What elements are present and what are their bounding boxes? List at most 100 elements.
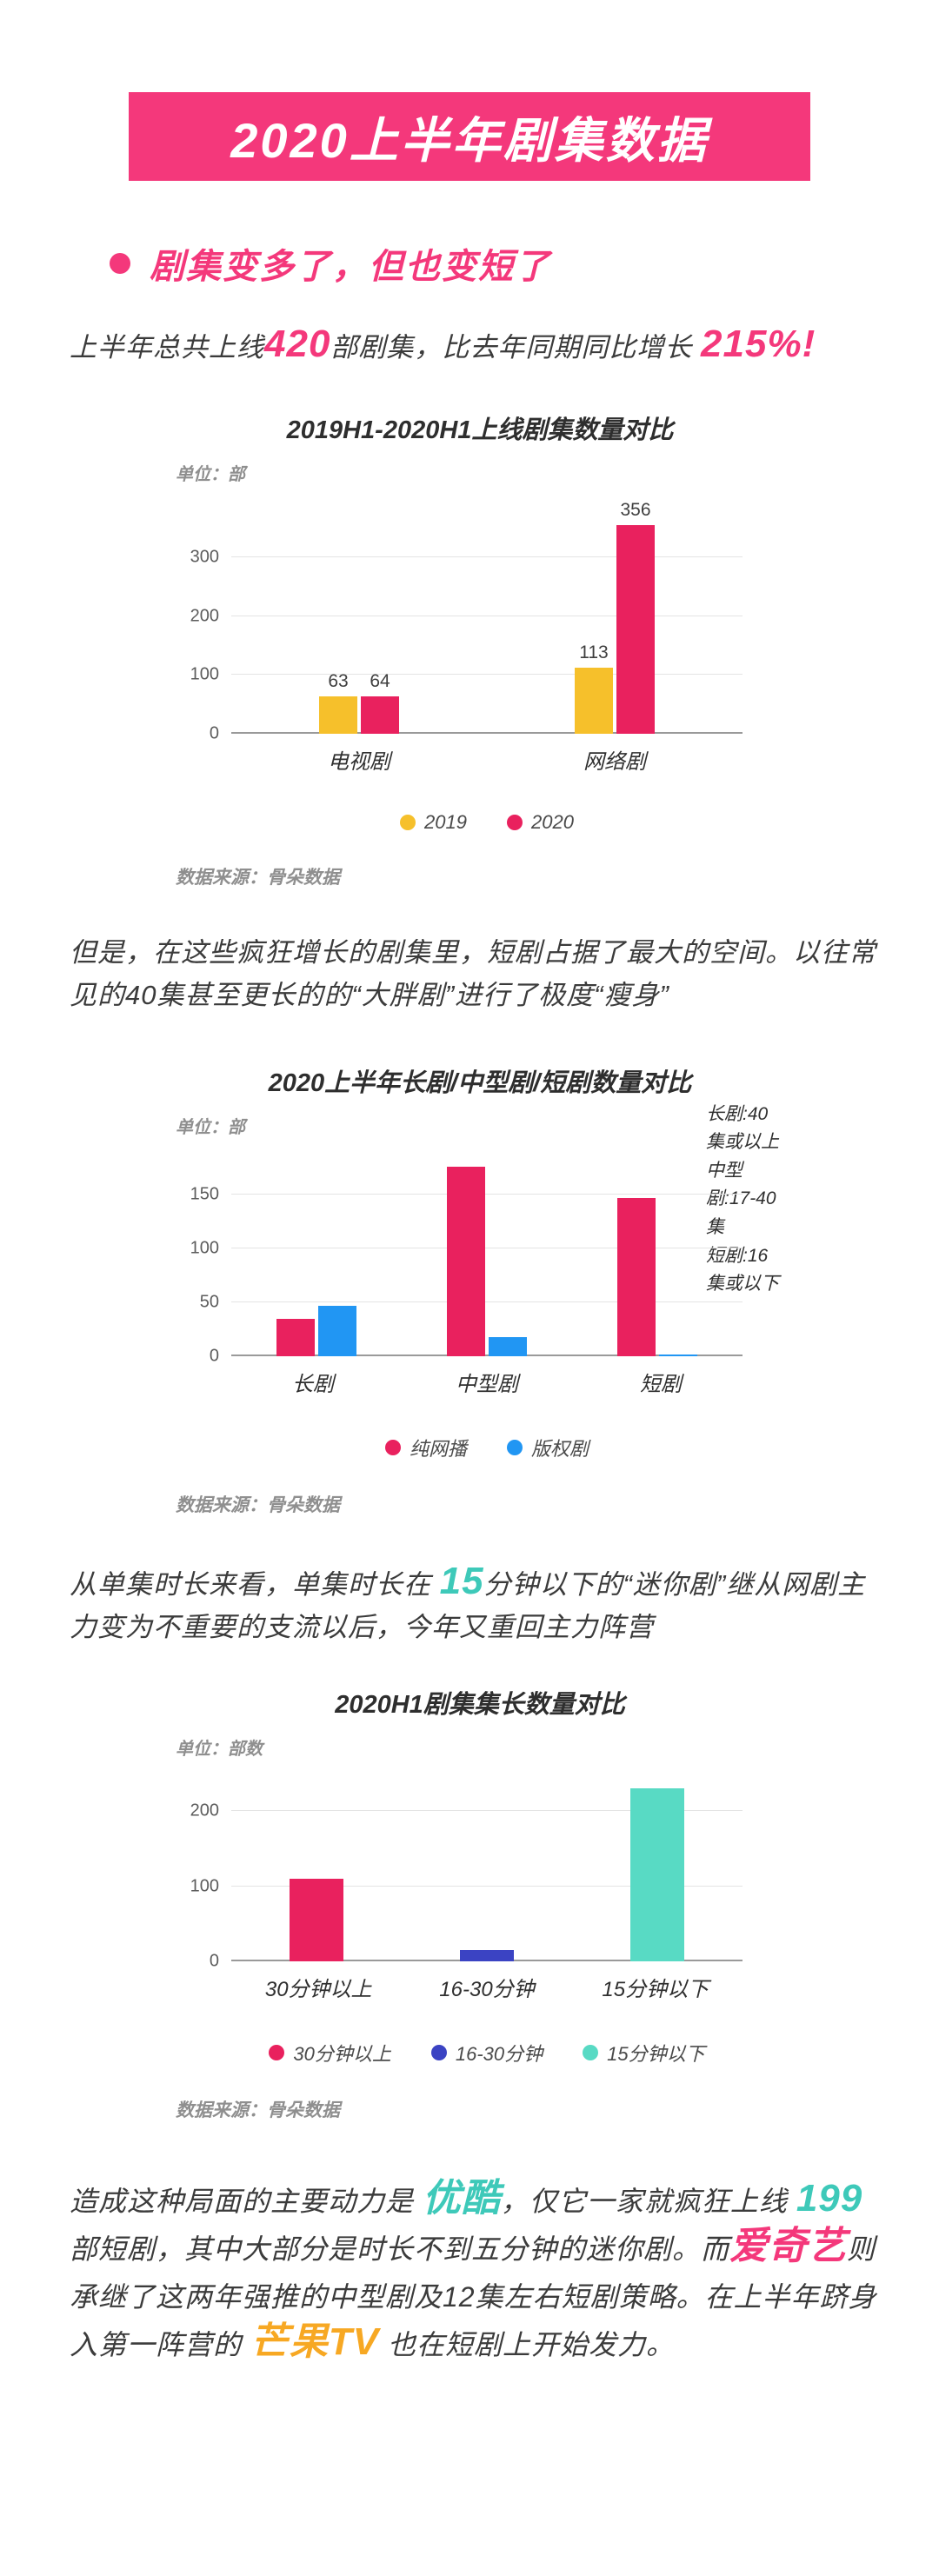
legend-item: 2019	[400, 811, 467, 834]
legend-item: 纯网播	[384, 1434, 467, 1461]
legend-dot	[507, 1439, 523, 1455]
chart-title: 2020上半年长剧/中型剧/短剧数量对比	[268, 1068, 692, 1097]
bar-group: 113 356	[575, 499, 655, 734]
annotation-line-medium: 中型剧:17-40集	[706, 1160, 776, 1237]
bullet-icon	[110, 253, 130, 274]
y-tick-label: 100	[190, 1238, 219, 1258]
y-tick-label: 0	[209, 1951, 219, 1971]
minutes-15-highlight: 15	[439, 1559, 484, 1602]
bar	[447, 1166, 485, 1356]
chart-source: 数据来源：骨朵数据	[176, 1494, 340, 1515]
x-axis-baseline	[231, 1354, 743, 1356]
count-420-highlight: 420	[264, 323, 331, 365]
chart-x-axis-labels: 电视剧 网络剧	[231, 744, 743, 775]
text-segment: 但是，在这些疯狂增长的剧集里，短剧占据了最大的空间。以往常见的40集甚至更长的的…	[70, 936, 876, 1011]
legend-item: 2020	[507, 811, 574, 834]
x-category-label: 30分钟以上	[264, 1977, 372, 2001]
gridline	[231, 1194, 743, 1195]
legend-label: 版权剧	[531, 1437, 589, 1460]
text-segment: 部短剧，其中大部分是时长不到五分钟的迷你剧。而	[70, 2233, 730, 2265]
bar-group	[460, 1774, 514, 1961]
chart-plot: 0 50 100 150	[190, 1152, 743, 1365]
y-tick-label: 50	[199, 1292, 219, 1312]
y-tick-label: 150	[190, 1184, 219, 1204]
section-heading: 剧集变多了，但也变短了	[110, 238, 939, 289]
chart-legend: 纯网播 版权剧	[231, 1434, 743, 1461]
bar-column	[617, 1152, 656, 1356]
text-segment: 从单集时长来看，单集时长在	[70, 1568, 440, 1600]
paragraph-total-growth: 上半年总共上线420部剧集，比去年同期同比增长 215%!	[70, 325, 887, 369]
bars-row: 63 64 113 356	[231, 499, 743, 734]
legend-item: 30分钟以上	[269, 2039, 391, 2067]
text-segment: 也在短剧上开始发力。	[379, 2329, 676, 2361]
chart-length-category-comparison: 2020上半年长剧/中型剧/短剧数量对比 单位：部 长剧:40集或以上 中型剧:…	[176, 1062, 784, 1517]
legend-dot	[384, 1439, 401, 1455]
bar-column: 356	[616, 499, 655, 734]
text-segment: 上半年总共上线	[70, 332, 264, 363]
x-category-label: 中型剧	[456, 1372, 518, 1396]
bar	[276, 1318, 315, 1356]
bar-column	[460, 1774, 514, 1961]
bar	[318, 1305, 356, 1356]
paragraph-platforms: 造成这种局面的主要动力是 优酷，仅它一家就疯狂上线 199 部短剧，其中大部分是…	[70, 2178, 887, 2369]
bar-group	[617, 1152, 697, 1356]
legend-label: 15分钟以下	[607, 2042, 705, 2065]
gridline	[231, 1885, 743, 1887]
text-segment: 分钟以下的“迷你剧”继从网剧主力变为不重要的支流以后，今年又重回主力阵营	[70, 1568, 866, 1643]
chart-plot: 0 100 200 300 63 64 113 356	[190, 499, 743, 742]
bar-column	[447, 1152, 485, 1356]
text-segment: 部剧集，比去年同期同比增长	[330, 332, 702, 363]
annotation-line-long: 长剧:40集或以上	[706, 1103, 779, 1153]
bar	[630, 1787, 684, 1961]
legend-dot	[400, 814, 416, 830]
paragraph-short-drama: 但是，在这些疯狂增长的剧集里，短剧占据了最大的空间。以往常见的40集甚至更长的的…	[70, 931, 887, 1017]
legend-dot	[583, 2044, 599, 2060]
bar-group	[290, 1774, 343, 1961]
chart-x-axis-labels: 30分钟以上 16-30分钟 15分钟以下	[231, 1972, 743, 2002]
annotation-line-short: 短剧:16集或以下	[706, 1245, 779, 1295]
bar-group	[630, 1774, 684, 1961]
gridline	[231, 1810, 743, 1812]
legend-dot	[430, 2044, 447, 2060]
text-segment: 则承继了这两年强推的中型剧及12集左右短剧策略。在上半年跻身入第一阵营的	[70, 2233, 877, 2361]
bar-group	[447, 1152, 527, 1356]
bar	[361, 696, 399, 734]
chart-episode-duration-comparison: 2020H1剧集集长数量对比 单位：部数 0 100 200 30分钟以上 16-30…	[176, 1684, 784, 2122]
count-199-highlight: 199	[796, 2176, 863, 2220]
bar-column: 64	[361, 499, 399, 734]
legend-label: 纯网播	[409, 1437, 467, 1460]
chart-x-axis-labels: 长剧 中型剧 短剧	[231, 1367, 743, 1397]
infographic-page: 2020上半年剧集数据 剧集变多了，但也变短了 上半年总共上线420部剧集，比去…	[0, 92, 939, 2576]
mango-tv-highlight: 芒果TV	[250, 2320, 380, 2364]
chart-legend: 2019 2020	[231, 811, 743, 834]
bar	[575, 667, 613, 734]
bar-value-label: 356	[620, 499, 651, 520]
x-category-label: 长剧	[292, 1372, 334, 1396]
chart-unit-label: 单位：部	[176, 1117, 245, 1137]
bar-value-label: 64	[370, 670, 390, 691]
chart-title: 2020H1剧集集长数量对比	[335, 1690, 625, 1719]
y-tick-label: 0	[209, 1346, 219, 1366]
bar-value-label: 113	[579, 642, 609, 662]
legend-dot	[507, 814, 523, 830]
chart-online-series-comparison: 2019H1-2020H1上线剧集数量对比 单位：部 0 100 200 300 63 6…	[176, 409, 784, 889]
legend-item: 16-30分钟	[430, 2039, 543, 2067]
chart-source: 数据来源：骨朵数据	[176, 2100, 340, 2120]
chart-source: 数据来源：骨朵数据	[176, 867, 340, 888]
bar	[489, 1336, 527, 1356]
bar	[319, 696, 357, 734]
chart-title: 2019H1-2020H1上线剧集数量对比	[286, 416, 674, 444]
legend-item: 版权剧	[507, 1434, 589, 1461]
chart-unit-label: 单位：部数	[176, 1739, 263, 1759]
bar-group	[276, 1152, 356, 1356]
y-tick-label: 200	[190, 606, 219, 626]
bar	[290, 1878, 343, 1961]
x-category-label: 15分钟以下	[602, 1977, 709, 2001]
y-tick-label: 0	[209, 723, 219, 743]
x-category-label: 电视剧	[328, 749, 390, 774]
bar	[659, 1354, 697, 1356]
legend-label: 2019	[424, 810, 467, 833]
x-category-label: 网络剧	[583, 749, 646, 774]
bar-column	[659, 1152, 697, 1356]
legend-label: 2020	[531, 810, 574, 833]
